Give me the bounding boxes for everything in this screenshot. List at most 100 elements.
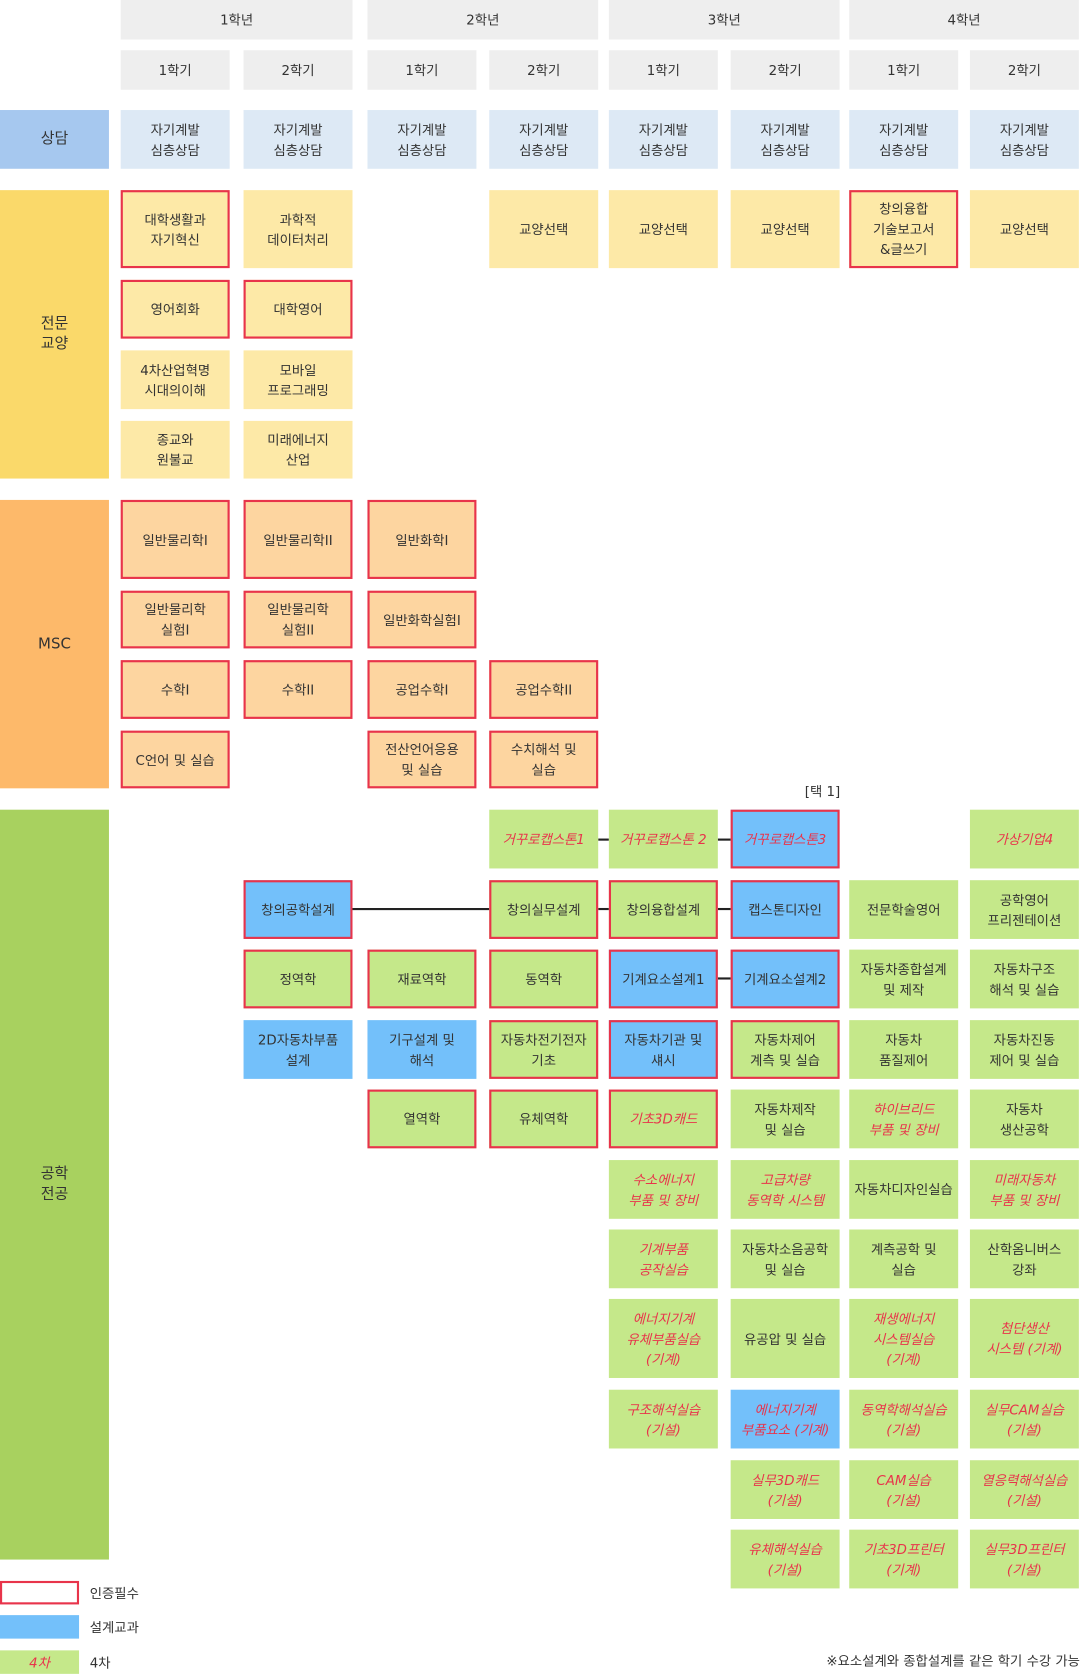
course: 자기계발 심층상담 (608, 110, 718, 169)
legend-swatch (0, 1615, 80, 1639)
course: 수학II (243, 660, 353, 719)
course: 기계요소설계2 (730, 949, 840, 1009)
course: 자동차디자인실습 (849, 1160, 959, 1219)
course: 교양선택 (969, 190, 1079, 269)
semester-header: 2학기 (243, 50, 353, 90)
legend-label: 4차 (89, 1654, 111, 1671)
course: 기구설계 및 해석 (367, 1020, 477, 1079)
course: 유공압 및 실습 (730, 1298, 840, 1378)
course: 교양선택 (489, 190, 599, 269)
course: 계측공학 및 실습 (849, 1229, 959, 1289)
course: 자동차종합설계 및 제작 (849, 949, 959, 1009)
course: 자동차구조 해석 및 실습 (969, 949, 1079, 1009)
legend-swatch (0, 1580, 80, 1605)
year-header: 2학년 (367, 0, 599, 40)
section-label: MSC (0, 499, 109, 789)
course: 자동차제작 및 실습 (730, 1089, 840, 1149)
course: 거꾸로캡스톤 2 (608, 809, 718, 869)
course: 실무3D캐드 (기설) (730, 1460, 840, 1519)
course: 공학영어 프리젠테이션 (969, 880, 1079, 939)
course: 자기계발 심층상담 (969, 110, 1079, 169)
course: 자동차기관 및 섀시 (608, 1020, 718, 1079)
course: 구조해석실습 (기설) (608, 1389, 718, 1449)
course: 자동차진동 제어 및 실습 (969, 1020, 1079, 1079)
course: 고급차량 동역학 시스템 (730, 1160, 840, 1219)
course: 미래에너지 산업 (243, 420, 353, 479)
course: 공업수학I (367, 660, 477, 719)
course: 산학옴니버스 강좌 (969, 1229, 1079, 1289)
course: CAM실습 (기설) (849, 1460, 959, 1519)
year-header: 4학년 (849, 0, 1079, 40)
course: 에너지기계 유체부품실습 (기계) (608, 1298, 718, 1378)
semester-header: 2학기 (730, 50, 840, 90)
course: 캡스톤디자인 (730, 880, 840, 939)
course: 수치해석 및 실습 (489, 730, 599, 789)
course: 일반물리학I (120, 499, 230, 579)
footnote: ※요소설계와 종합설계를 같은 학기 수강 가능 (826, 1651, 1080, 1668)
course: 첨단생산 시스템 (기계) (969, 1298, 1079, 1378)
course: 가상기업4 (969, 809, 1079, 869)
course: 자동차전기전자 기초 (489, 1020, 599, 1079)
semester-header: 1학기 (120, 50, 230, 90)
year-header: 1학년 (120, 0, 353, 40)
semester-header: 1학기 (608, 50, 718, 90)
course: 유체해석실습 (기설) (730, 1529, 840, 1589)
course: 재생에너지 시스템실습 (기계) (849, 1298, 959, 1378)
course: 자동차 생산공학 (969, 1089, 1079, 1149)
course: 동역학해석실습 (기설) (849, 1389, 959, 1449)
course: 4차산업혁명 시대의이해 (120, 350, 230, 410)
course: 일반화학실험I (367, 590, 477, 649)
course: 일반물리학II (243, 499, 353, 579)
semester-header: 1학기 (849, 50, 959, 90)
course: 재료역학 (367, 949, 477, 1009)
course: 열역학 (367, 1089, 477, 1149)
course: 수소에너지 부품 및 장비 (608, 1160, 718, 1219)
course: 기계부품 공작실습 (608, 1229, 718, 1289)
course: 일반물리학 실험I (120, 590, 230, 649)
course: 창의융합 기술보고서 &글쓰기 (849, 190, 959, 269)
course: 영어회화 (120, 279, 230, 339)
course: 자기계발 심층상담 (849, 110, 959, 169)
course: 유체역학 (489, 1089, 599, 1149)
section-label: 전문 교양 (0, 190, 109, 479)
course: 일반화학I (367, 499, 477, 579)
course: 공업수학II (489, 660, 599, 719)
course: 전산언어응용 및 실습 (367, 730, 477, 789)
course: 자기계발 심층상담 (120, 110, 230, 169)
course: 자동차제어 계측 및 실습 (730, 1020, 840, 1079)
legend-label: 설계교과 (89, 1618, 139, 1635)
course: 창의실무설계 (489, 880, 599, 939)
course: 수학I (120, 660, 230, 719)
course: 실무CAM실습 (기설) (969, 1389, 1079, 1449)
semester-header: 2학기 (969, 50, 1079, 90)
course: 과학적 데이터처리 (243, 190, 353, 269)
course: 자동차소음공학 및 실습 (730, 1229, 840, 1289)
course: 미래자동차 부품 및 장비 (969, 1160, 1079, 1219)
course: 하이브리드 부품 및 장비 (849, 1089, 959, 1149)
course: 기계요소설계1 (608, 949, 718, 1009)
course: 자기계발 심층상담 (730, 110, 840, 169)
course: 자기계발 심층상담 (243, 110, 353, 169)
course: 에너지기계 부품요소 (기계) (730, 1389, 840, 1449)
course: 종교와 원불교 (120, 420, 230, 479)
course: 교양선택 (608, 190, 718, 269)
course: 창의공학설계 (243, 880, 353, 939)
course: 기초3D캐드 (608, 1089, 718, 1149)
course: 교양선택 (730, 190, 840, 269)
semester-header: 1학기 (367, 50, 477, 90)
course: 전문학술영어 (849, 880, 959, 939)
course: 대학영어 (243, 279, 353, 339)
course: 열응력해석실습 (기설) (969, 1460, 1079, 1519)
year-header: 3학년 (608, 0, 840, 40)
section-label: 상담 (0, 110, 109, 169)
section-label: 공학 전공 (0, 809, 109, 1560)
course: C언어 및 실습 (120, 730, 230, 789)
legend-label: 인증필수 (89, 1584, 139, 1601)
legend-swatch: 4차 (0, 1650, 80, 1674)
course: 동역학 (489, 949, 599, 1009)
course: 2D자동차부품 설계 (243, 1020, 353, 1079)
course: 거꾸로캡스톤3 (730, 809, 840, 869)
course: 정역학 (243, 949, 353, 1009)
course: 실무3D프린터 (기설) (969, 1529, 1079, 1589)
